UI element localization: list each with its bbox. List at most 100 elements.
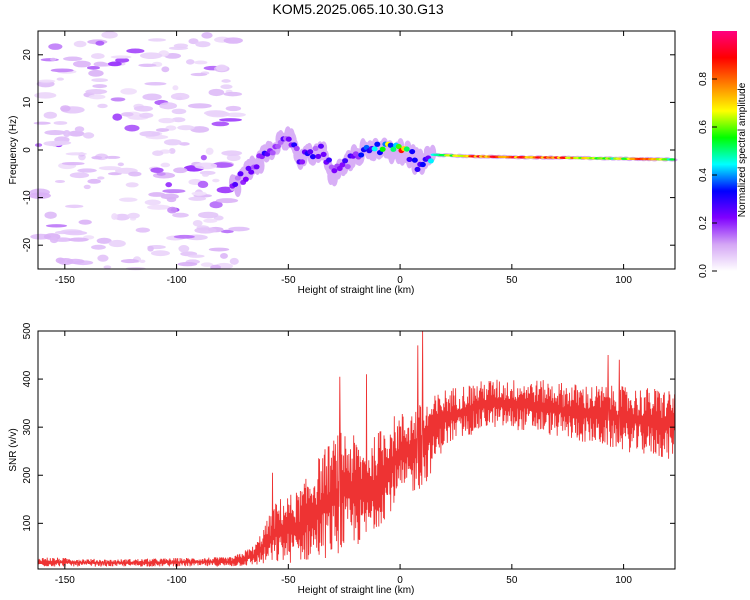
ridge-core (371, 146, 378, 152)
noise-blob (43, 140, 66, 147)
snr-series-path (37, 330, 676, 567)
noise-blob (91, 244, 106, 250)
noise-blob (200, 154, 207, 161)
noise-blob (48, 43, 63, 50)
spectrogram-y-tick-label: 20 (22, 49, 33, 61)
noise-blob (166, 196, 177, 203)
ridge-core (358, 152, 365, 158)
snr-x-tick-label: 100 (615, 575, 632, 586)
noise-blob (82, 132, 95, 139)
colorbar: 0.0 0.2 0.4 0.6 0.8 Normalized spectral ampl… (698, 31, 748, 278)
noise-blob (103, 265, 112, 269)
noise-blob (112, 113, 123, 121)
snr-y-tick-label: 100 (22, 515, 33, 532)
noise-blob (34, 143, 43, 147)
noise-blob (69, 172, 90, 179)
noise-blob (202, 173, 209, 177)
noise-blob (54, 179, 66, 183)
ridge-core (320, 151, 327, 157)
ridge-core (419, 161, 426, 168)
snr-x-tick-label: -100 (167, 575, 187, 586)
snr-panel: -150 -100 -50 0 50 100 100 200 300 400 500 Height… (8, 322, 676, 596)
ridge-core (395, 143, 402, 150)
noise-blob (229, 257, 239, 265)
colorbar-tick-label: 0.8 (698, 72, 709, 86)
spectrogram-y-ticks: -20 -10 0 10 20 (22, 49, 675, 253)
ridge-core (342, 158, 349, 164)
noise-blob (139, 112, 154, 118)
snr-x-axis-label: Height of straight line (km) (298, 585, 415, 596)
noise-blob (152, 150, 164, 157)
noise-blob (115, 57, 130, 63)
noise-blob (163, 139, 182, 146)
noise-blob (83, 184, 91, 190)
noise-blob (188, 38, 199, 45)
noise-blob (208, 88, 225, 97)
noise-blob (191, 191, 207, 196)
noise-blob (144, 199, 161, 206)
spectrogram-noise-blobs (28, 31, 250, 271)
spectrogram-y-tick-label: -10 (22, 190, 33, 205)
noise-blob (110, 55, 132, 59)
noise-blob (88, 94, 106, 100)
noise-blob (95, 40, 105, 46)
noise-blob (150, 167, 164, 173)
ridge-core (245, 165, 252, 171)
ridge-core (242, 176, 249, 182)
ridge-core (315, 153, 322, 160)
noise-blob (85, 89, 108, 95)
noise-blob (194, 60, 208, 65)
noise-blob (148, 192, 166, 197)
noise-blob (155, 128, 170, 132)
noise-blob (173, 234, 195, 239)
ridge-core (285, 136, 292, 142)
noise-blob (73, 40, 87, 48)
noise-blob (119, 197, 138, 202)
snr-y-tick-label: 500 (22, 322, 33, 339)
spectrogram-x-tick-label: -50 (281, 275, 296, 286)
noise-blob (44, 211, 57, 219)
noise-blob (97, 254, 109, 262)
noise-blob (50, 68, 74, 73)
noise-blob (171, 117, 186, 123)
noise-blob (205, 147, 214, 155)
noise-blob (77, 168, 97, 173)
ridge-core (403, 146, 410, 152)
ridge-halo (257, 157, 265, 174)
noise-blob (138, 63, 157, 67)
noise-blob (49, 237, 59, 244)
noise-blob (133, 105, 153, 112)
snr-frame (37, 330, 676, 570)
noise-blob (120, 112, 134, 117)
noise-blob (33, 121, 51, 125)
noise-blob (44, 129, 66, 136)
ridge-core (275, 143, 282, 149)
colorbar-tick-label: 0.0 (698, 264, 709, 278)
colorbar-ticks: 0.0 0.2 0.4 0.6 0.8 (698, 72, 717, 278)
noise-blob (225, 112, 246, 118)
noise-blob (124, 124, 140, 132)
noise-blob (65, 204, 84, 209)
noise-blob (86, 66, 100, 70)
noise-blob (178, 142, 190, 146)
noise-blob (209, 201, 223, 209)
noise-blob (87, 178, 101, 184)
snr-x-tick-label: -150 (55, 575, 75, 586)
noise-blob (226, 154, 241, 162)
ridge-core (293, 145, 300, 152)
noise-blob (128, 171, 142, 177)
noise-blob (208, 247, 230, 252)
spectrogram-x-tick-label: 100 (615, 275, 632, 286)
ridge-core (232, 181, 239, 188)
figure-title: KOM5.2025.065.10.30.G13 (272, 1, 443, 17)
ridge-core (414, 166, 421, 172)
noise-blob (185, 59, 195, 65)
noise-blob (61, 161, 85, 166)
snr-x-ticks: -150 -100 -50 0 50 100 (55, 331, 632, 586)
ridge-core (374, 141, 381, 147)
noise-blob (97, 103, 108, 109)
ridge-core (317, 143, 324, 149)
spectrogram-y-tick-label: -20 (22, 238, 33, 253)
